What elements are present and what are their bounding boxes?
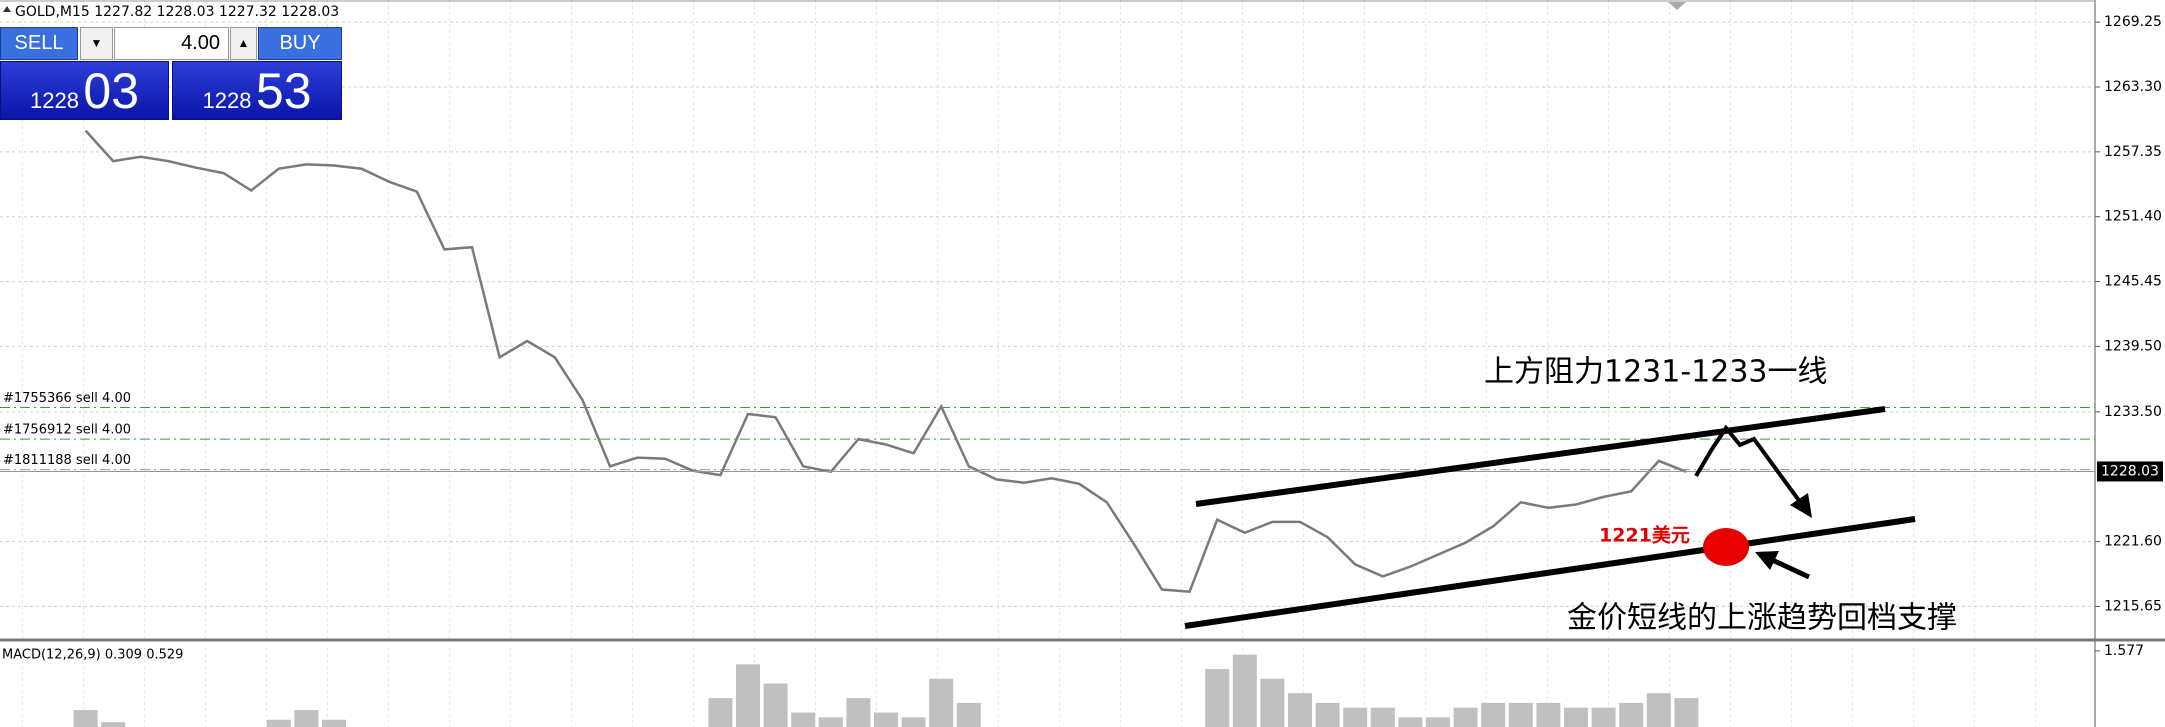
macd-bar [1426,717,1450,727]
macd-bar [1232,654,1257,727]
y-tick-label: 1263.30 [2104,79,2162,95]
arrowhead [1755,551,1779,570]
chart-header: GOLD,M15 1227.82 1228.03 1227.32 1228.03 [15,4,339,20]
macd-bar [294,710,319,727]
macd-bar [73,710,98,727]
target-marker [1703,528,1749,566]
macd-bar [846,698,871,727]
symbol-icon [3,6,11,12]
y-tick-label: 1215.65 [2104,598,2162,614]
sell-button[interactable]: SELL [0,27,78,60]
macd-bar [266,719,291,727]
macd-bar [901,717,926,727]
order-label: #1755366 sell 4.00 [3,391,131,406]
macd-tick-label: 1.577 [2104,643,2144,659]
macd-bar [1481,702,1506,727]
buy-price-big: 1228 [202,88,252,113]
y-tick-label: 1239.50 [2104,338,2162,354]
shift-marker [1668,2,1686,10]
macd-bar [1398,717,1423,727]
y-tick-label: 1233.50 [2104,404,2162,420]
macd-bar [1288,693,1312,727]
macd-bar [1260,678,1285,727]
volume-up[interactable]: ▲ [230,27,257,60]
macd-bar [1508,702,1533,727]
macd-bar [1646,693,1671,727]
order-label: #1756912 sell 4.00 [3,423,131,438]
macd-bar [818,717,843,727]
macd-bar [874,712,898,727]
macd-bar [736,664,760,727]
last-price-box [2097,461,2163,482]
support-arrow [1766,555,1811,580]
macd-bar [1315,702,1340,727]
macd-bar [708,698,733,727]
macd-bar [1453,707,1478,727]
macd-bar [929,678,954,727]
macd-bar [1205,669,1230,727]
y-tick-label: 1251.40 [2104,209,2162,225]
buy-button[interactable]: BUY [258,27,342,60]
macd-bar [101,722,126,727]
last-price-label: 1228.03 [2101,463,2159,479]
forecast-arrow [1694,424,1805,508]
buy-price[interactable]: 1228 53 [172,61,342,120]
price-line [84,129,1687,594]
macd-bar [1343,707,1368,727]
macd-bar [1591,707,1616,727]
resistance-line [1195,406,1886,507]
vertical-grid [0,645,2095,727]
macd-bar [322,719,346,727]
annotation: 1221美元 [1599,524,1690,547]
macd-label: MACD(12,26,9) 0.309 0.529 [2,648,183,663]
macd-bar [1674,698,1699,727]
annotation: 上方阻力1231-1233一线 [1484,355,1828,390]
sell-price-big: 1228 [29,88,79,113]
macd-bar [1619,702,1644,727]
macd-bar [1564,707,1588,727]
volume-down[interactable]: ▼ [80,27,113,60]
support-line [1184,516,1916,629]
buy-price-pips: 53 [255,63,312,119]
annotation: 金价短线的上涨趋势回档支撑 [1567,601,1957,636]
y-tick-label: 1245.45 [2104,274,2162,290]
order-label: #1811188 sell 4.00 [3,453,131,468]
macd-bar [956,702,981,727]
volume-input[interactable]: 4.00 [114,27,229,60]
macd-bar [1370,707,1395,727]
macd-bar [763,683,788,727]
y-tick-label: 1257.35 [2104,144,2162,160]
macd-bar [1536,702,1561,727]
y-tick-label: 1221.60 [2104,534,2162,550]
y-tick-label: 1269.25 [2104,14,2162,30]
sell-price-pips: 03 [83,63,140,119]
sell-price[interactable]: 1228 03 [0,61,169,120]
vertical-grid [0,0,2095,639]
macd-bar [791,712,816,727]
arrowhead [1790,493,1812,518]
